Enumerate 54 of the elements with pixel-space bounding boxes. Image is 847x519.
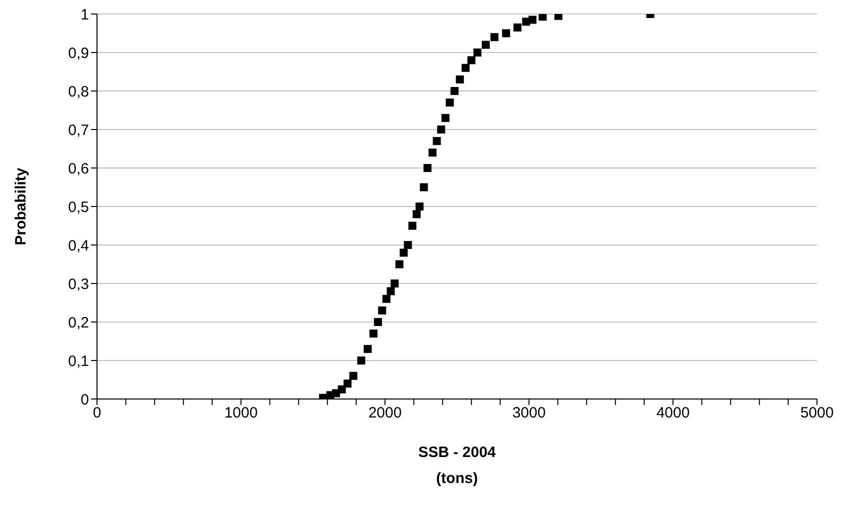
y-tick-label: 0,3 bbox=[68, 276, 89, 293]
point bbox=[446, 98, 454, 107]
point bbox=[441, 114, 450, 122]
point bbox=[423, 164, 432, 172]
point bbox=[395, 260, 404, 268]
y-tick-label: 0,7 bbox=[68, 122, 89, 139]
y-tick-label: 0,6 bbox=[68, 160, 89, 178]
point bbox=[374, 318, 382, 326]
x-tick-label: 0 bbox=[92, 404, 102, 422]
point bbox=[420, 183, 428, 192]
point bbox=[450, 87, 459, 95]
point bbox=[349, 372, 358, 380]
point bbox=[357, 356, 366, 364]
point bbox=[382, 294, 390, 303]
point bbox=[378, 306, 386, 314]
point bbox=[437, 126, 446, 134]
point bbox=[473, 48, 482, 56]
y-tick-label: 0 bbox=[80, 391, 89, 408]
point bbox=[364, 344, 372, 353]
x-axis-title: SSB - 2004 (tons) bbox=[418, 444, 496, 487]
point bbox=[502, 29, 510, 38]
point bbox=[482, 40, 490, 49]
point bbox=[408, 222, 416, 230]
y-tick-label: 0,9 bbox=[68, 44, 89, 62]
y-tick-label: 0,5 bbox=[68, 198, 89, 216]
point bbox=[467, 56, 476, 64]
point bbox=[412, 210, 421, 218]
y-axis-title: Probability bbox=[12, 167, 30, 246]
y-tick-label: 0,2 bbox=[68, 314, 89, 332]
point bbox=[428, 148, 437, 157]
x-tick-label: 2000 bbox=[368, 404, 402, 422]
x-tick-label: 5000 bbox=[800, 404, 834, 422]
point bbox=[400, 248, 408, 257]
point bbox=[344, 380, 352, 388]
point bbox=[390, 280, 399, 288]
point bbox=[462, 64, 470, 72]
point bbox=[432, 137, 441, 146]
point bbox=[386, 287, 395, 296]
point bbox=[338, 385, 346, 394]
x-tick-label: 4000 bbox=[656, 404, 690, 422]
x-tick-label: 3000 bbox=[512, 404, 546, 422]
point bbox=[513, 23, 522, 32]
y-tick-label: 0,4 bbox=[68, 237, 89, 254]
x-tick-label: 1000 bbox=[224, 404, 258, 422]
point bbox=[538, 14, 547, 21]
y-tick-label: 0,8 bbox=[68, 83, 89, 100]
point bbox=[416, 202, 424, 210]
point bbox=[490, 33, 498, 42]
point bbox=[456, 75, 464, 84]
point bbox=[369, 330, 378, 338]
y-tick-label: 1 bbox=[80, 6, 89, 24]
point bbox=[404, 241, 412, 249]
point bbox=[528, 16, 536, 24]
y-tick-label: 0,1 bbox=[68, 352, 89, 370]
